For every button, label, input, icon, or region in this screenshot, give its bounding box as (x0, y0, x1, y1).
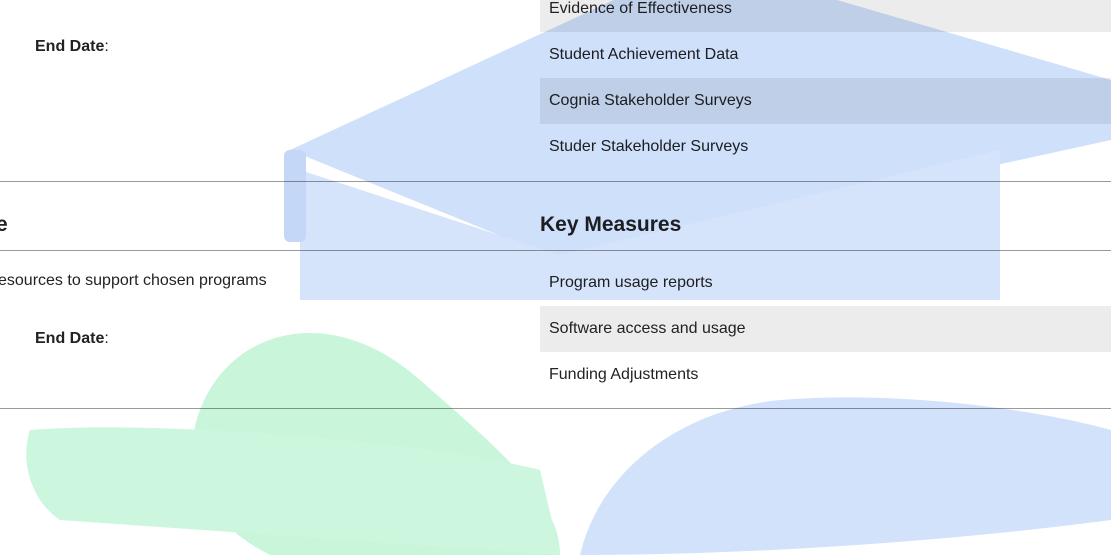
end-date-label: End Date (35, 330, 105, 347)
end-date: End Date: (35, 38, 109, 56)
end-date: End Date: (35, 330, 109, 348)
measure-row: Funding Adjustments (549, 366, 699, 383)
swoosh-green (192, 332, 560, 555)
measure-row: Student Achievement Data (549, 46, 739, 63)
measure-row: Studer Stakeholder Surveys (549, 138, 749, 155)
end-date-label: End Date (35, 38, 105, 55)
tassel (284, 150, 306, 242)
swoosh-green (26, 427, 560, 555)
measure-row: Software access and usage (540, 306, 1111, 352)
column-heading: Key Measures (540, 213, 682, 236)
swoosh-blue (580, 397, 1111, 555)
column-heading: e (0, 213, 8, 236)
measure-row: Cognia Stakeholder Surveys (540, 78, 1111, 124)
description: esources to support chosen programs (0, 272, 267, 289)
divider (0, 181, 1111, 182)
end-date-separator: : (104, 38, 109, 55)
divider (0, 250, 1111, 251)
divider (0, 408, 1111, 409)
measure-row: Program usage reports (549, 274, 713, 291)
end-date-separator: : (104, 330, 109, 347)
measure-row: Evidence of Effectiveness (540, 0, 1111, 32)
